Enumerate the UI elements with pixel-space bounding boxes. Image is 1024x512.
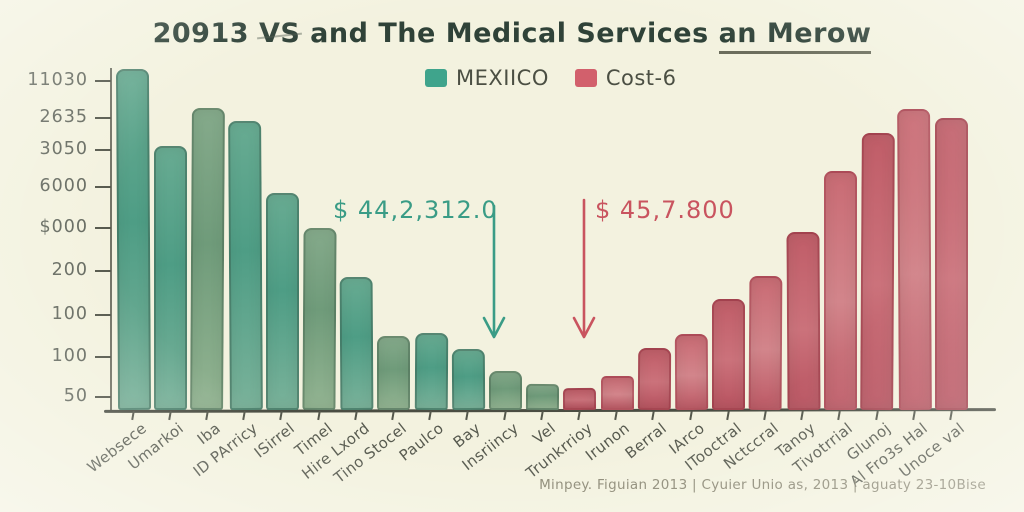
bar-tino-stocel (377, 336, 411, 410)
y-tick-label: 6000 (39, 176, 88, 196)
down-arrow-teal-icon (482, 204, 506, 339)
y-tick-label: 3050 (39, 139, 88, 159)
bar-paulco (414, 332, 448, 411)
annotation-cost6-value: $ 45,7.800 (595, 196, 735, 224)
x-tick-mark (539, 410, 544, 421)
bar-hire-lxord (339, 276, 374, 411)
x-tick-mark (577, 410, 581, 421)
x-tick-mark (949, 410, 953, 421)
bar-berral (637, 347, 671, 411)
bar-bay (451, 348, 485, 411)
legend-item-mexiico: MEXIICO (425, 66, 549, 90)
y-tick-mark (95, 396, 111, 398)
y-tick-label: 100 (51, 346, 88, 366)
legend-swatch-red-icon (574, 69, 597, 87)
bar-irunon (600, 376, 634, 410)
bar-unoce-val (935, 118, 969, 410)
y-tick-label: 100 (51, 304, 88, 324)
y-tick-mark (95, 314, 111, 316)
x-tick-mark (428, 410, 432, 421)
y-tick-label: 200 (51, 260, 88, 280)
title-prefix: 20913 (152, 18, 259, 49)
bar-isirrel (265, 193, 299, 410)
bar-websece (115, 68, 152, 411)
annotation-mexiico-value: $ 44,2,312.0 (333, 196, 498, 224)
legend-swatch-teal-icon (425, 69, 447, 87)
x-tick-mark (502, 410, 507, 421)
x-tick-mark (353, 410, 358, 421)
x-tick-mark (614, 410, 618, 421)
legend-label: Cost-6 (605, 66, 677, 90)
y-tick-mark (95, 117, 111, 119)
source-caption: Minpey. Figuian 2013 | Cyuier Unio as, 2… (539, 477, 986, 493)
chart-title: 20913 VS and The Medical Services an Mer… (0, 18, 1024, 54)
bar-glunoj (860, 132, 895, 411)
x-tick-mark (874, 410, 879, 421)
title-underlined: an Merow (718, 18, 872, 54)
y-axis-line (110, 68, 112, 411)
legend-item-cost6: Cost-6 (574, 66, 677, 90)
down-arrow-red-icon (572, 198, 596, 339)
x-tick-mark (316, 410, 321, 421)
x-tick-mark (688, 410, 693, 421)
y-tick-mark (95, 356, 111, 358)
x-tick-mark (465, 410, 470, 421)
x-tick-mark (391, 410, 395, 421)
bar-timel (302, 227, 337, 411)
y-tick-mark (95, 80, 111, 82)
y-tick-label: $000 (39, 217, 88, 237)
x-tick-label: Berral (621, 419, 671, 463)
bar-umarkoi (154, 146, 188, 410)
x-tick-mark (651, 410, 656, 421)
y-tick-mark (95, 186, 111, 188)
bar-iba (190, 107, 226, 411)
y-tick-label: 50 (63, 386, 88, 406)
bar-tanoy (786, 231, 821, 411)
x-tick-mark (800, 410, 804, 421)
bar-trunkrrioy (563, 387, 597, 411)
x-tick-mark (837, 410, 842, 421)
bar-vel (526, 383, 560, 411)
y-tick-label: 2635 (39, 107, 88, 127)
bar-insriincy (489, 371, 522, 410)
bar-iarco (674, 333, 709, 411)
x-tick-mark (725, 410, 730, 421)
x-tick-mark (242, 410, 246, 421)
y-tick-label: 11030 (27, 70, 88, 90)
y-tick-mark (95, 149, 111, 151)
x-tick-mark (205, 410, 209, 421)
bar-id-parricy (227, 120, 263, 411)
x-tick-mark (911, 410, 916, 421)
legend: MEXIICO Cost-6 (425, 66, 676, 90)
legend-label: MEXIICO (456, 66, 549, 90)
x-tick-mark (279, 410, 284, 421)
title-middle: and The Medical Services (300, 18, 719, 49)
bar-nctccral (748, 275, 783, 411)
title-vs: VS (258, 18, 301, 49)
bar-itooctral (712, 299, 746, 410)
x-tick-label: ISirrel (250, 419, 299, 462)
bar-tivotrrial (823, 171, 857, 410)
x-tick-mark (167, 410, 172, 421)
x-tick-mark (763, 410, 767, 421)
bar-al-fro3s-hal (897, 108, 933, 411)
y-tick-mark (95, 227, 111, 229)
y-tick-mark (95, 270, 111, 272)
